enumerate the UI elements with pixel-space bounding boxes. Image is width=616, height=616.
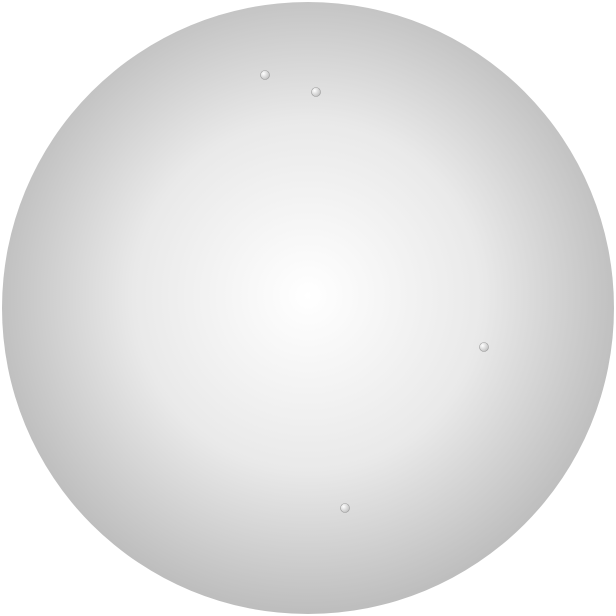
- terminus-marker: [479, 342, 489, 352]
- terminus-marker: [340, 503, 350, 513]
- terminus-marker: [311, 87, 321, 97]
- terminus-marker: [260, 70, 270, 80]
- terminus-markers: [260, 70, 489, 513]
